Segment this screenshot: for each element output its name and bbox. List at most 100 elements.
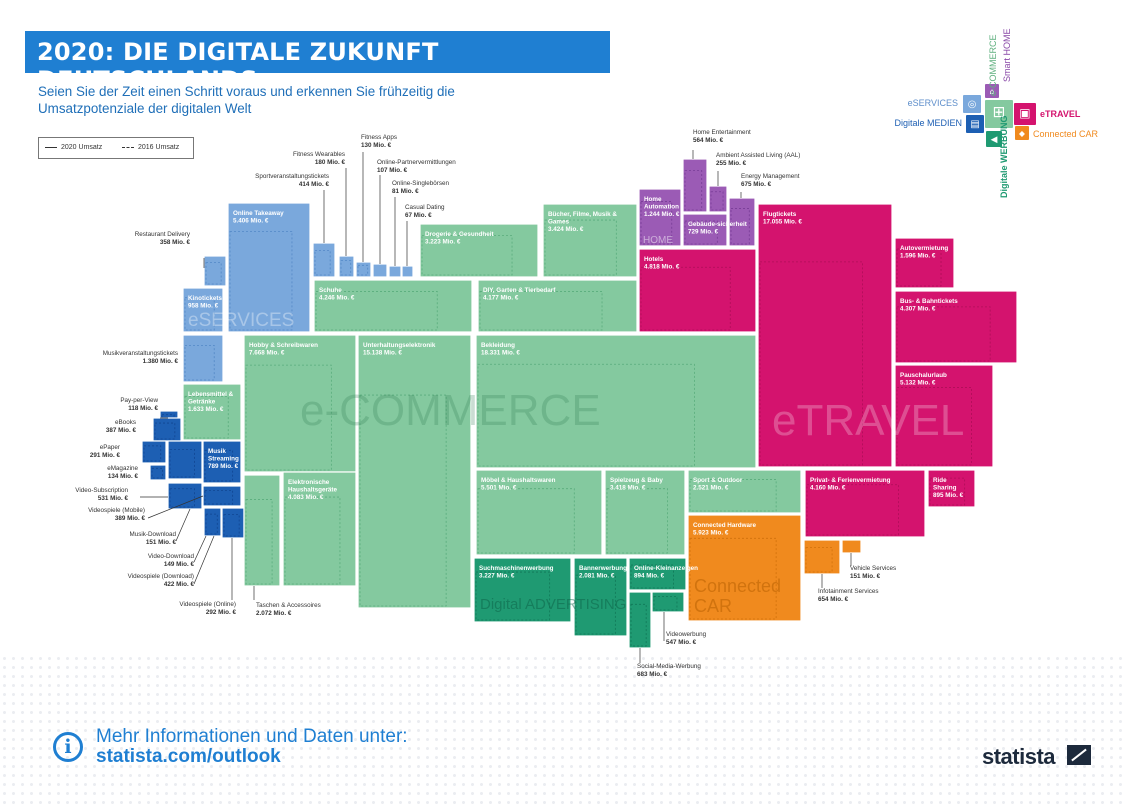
tile-rect-bannerwerbung [573,557,628,637]
tile-rect-infotainment-services [803,539,841,575]
tile-2016-outline [477,488,575,554]
ext-value-videospiele-download: 422 Mio. € [164,581,195,588]
tile-value-lebensmittel-getranke: 1.633 Mio. € [188,406,224,413]
ext-label-fitness-apps: Fitness Apps [361,134,397,141]
tile-2016-outline [689,537,777,620]
tile-fitness-apps [355,261,372,278]
ext-value-videowerbung: 547 Mio. € [666,639,697,646]
tile-fitness-wearables [338,255,355,278]
footer-text: Mehr Informationen und Daten unter: [96,726,408,747]
tile-2016-outline [896,387,972,466]
tile-rect-flugtickets [757,203,893,468]
tile-value-autovermietung: 1.596 Mio. € [900,253,936,260]
legend-dashed: 2016 Umsatz [122,144,179,151]
cart-icon-glyph: ⊞ [993,103,1006,121]
legend-solid: 2020 Umsatz [45,144,102,151]
icon-legend-label-smart-home: Smart HOME [1002,28,1012,82]
tile-energy-management [728,197,756,247]
ext-value-online-singleborsen: 81 Mio. € [392,188,419,195]
tile-value-hobby-schreibwaren: 7.668 Mio. € [249,350,285,357]
tile-rect-home-entertainment [682,158,708,213]
tile-value-bus-bahntickets: 4.307 Mio. € [900,306,936,313]
cart-icon [985,100,1013,128]
tile-label-ride-sharing: Ride Sharing [933,477,957,492]
tile-2016-outline [359,394,447,607]
icon-legend-label-etravel: eTRAVEL [1040,109,1081,119]
info-icon[interactable]: i [53,732,83,762]
tile-label-lebensmittel-getranke: Lebensmittel & Getränke [188,391,234,406]
tile-label-online-kleinanzeigen: Online-Kleinanzeigen [634,565,698,572]
tile-label-privat-ferienvermietung: Privat- & Ferienvermietung [810,477,891,484]
tile-rect-taschen-accessoires [243,474,281,587]
ext-value-ebooks: 387 Mio. € [106,427,137,434]
tile-2016-outline [184,297,215,331]
ext-label-video-download: Video-Download [148,553,195,560]
page-title: 2020: DIE DIGITALE ZUKUNFT DEUTSCHLANDS [37,38,439,94]
segment-watermark-connected: Connected [694,576,781,596]
leader-line-video-download [193,535,207,563]
tile-2016-outline [184,395,229,439]
tile-label-bekleidung: Bekleidung [481,342,515,349]
tile-rect-online-partnervermittlungen [372,263,388,278]
tile-label-home-automation: Home Automation [644,196,679,211]
megaphone-icon [986,131,1002,147]
globe-icon [963,95,981,113]
tile-value-schuhe: 4.246 Mio. € [319,295,355,302]
ext-value-social-media-werbung: 683 Mio. € [637,671,668,678]
ext-value-musik-download: 151 Mio. € [146,539,177,546]
footer-link[interactable]: statista.com/outlook [96,746,281,767]
ext-label-ambient-assisted-living-aal: Ambient Assisted Living (AAL) [716,152,800,159]
ext-label-ebooks: eBooks [115,419,136,426]
tile-value-kinotickets: 958 Mio. € [188,303,219,310]
tile-rect-pauschalurlaub [894,364,994,468]
tile-rect-bucher-filme-musik-games [542,203,638,278]
leader-line-videospiele-mobile [147,495,204,519]
tile-label-mobel-haushaltswaren: Möbel & Haushaltswaren [481,477,556,484]
tile-2016-outline [205,513,218,535]
tile-rect-videowerbung [651,591,685,613]
tile-2016-outline [223,514,240,537]
tile-label-online-takeaway: Online Takeaway [233,210,284,217]
ext-label-social-media-werbung: Social-Media-Werbung [637,663,701,670]
tile-rect-autovermietung [894,237,955,289]
tile-videospiele-online [221,507,245,539]
tile-video-download [203,507,222,537]
tile-video-subscription [167,440,203,480]
ext-label-video-subscription: Video-Subscription [75,487,128,494]
tile-2016-outline [315,291,438,331]
tile-value-suchmaschinenwerbung: 3.227 Mio. € [479,573,515,580]
tile-2016-outline [245,364,332,471]
ext-label-fitness-wearables: Fitness Wearables [293,151,345,158]
tile-value-connected-hardware: 5.923 Mio. € [693,530,729,537]
tile-2016-outline [730,208,750,245]
ext-value-ambient-assisted-living-aal: 255 Mio. € [716,160,747,167]
tile-rect-videospiele-online [221,507,245,539]
brand-mark-icon [1067,745,1091,765]
tile-label-kinotickets: Kinotickets [188,295,222,302]
tile-rect-sport-outdoor [687,469,802,514]
tile-2016-outline [805,547,833,573]
tile-rect-musikveranstaltungstickets [182,334,224,383]
ext-value-energy-management: 675 Mio. € [741,181,772,188]
tile-rect-fitness-apps [355,261,372,278]
segment-watermark-home: HOME [643,235,673,246]
tile-value-drogerie-gesundheit: 3.223 Mio. € [425,239,461,246]
ext-value-infotainment-services: 654 Mio. € [818,596,849,603]
ext-label-musikveranstaltungstickets: Musikveranstaltungstickets [103,350,178,357]
tile-label-hobby-schreibwaren: Hobby & Schreibwaren [249,342,318,349]
ext-value-vehicle-services: 151 Mio. € [850,573,881,580]
tile-videospiele-download [167,482,203,510]
segment-watermark-e-commerce: e-COMMERCE [300,386,601,435]
ext-label-videospiele-online: Videospiele (Online) [179,601,236,608]
